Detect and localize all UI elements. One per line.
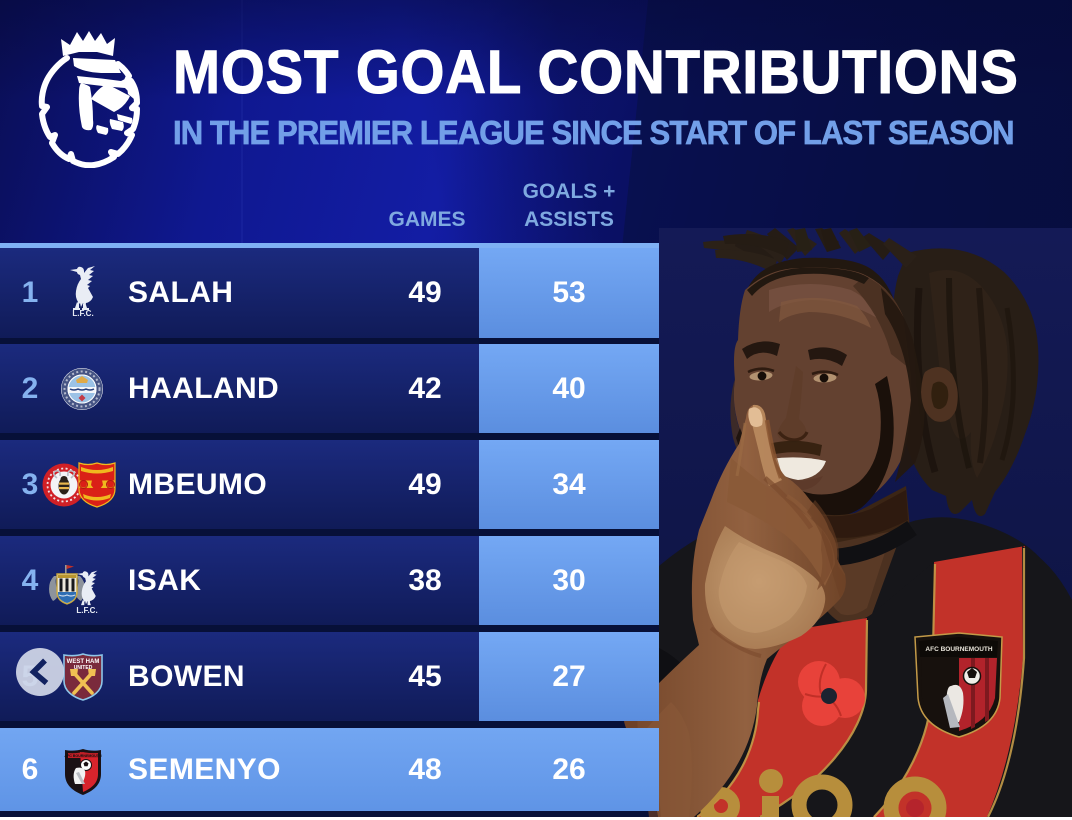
svg-text:AFC BOURNEMOUTH: AFC BOURNEMOUTH <box>925 646 992 653</box>
svg-text:UNITED: UNITED <box>74 665 93 671</box>
svg-text:L.F.C.: L.F.C. <box>72 309 93 316</box>
svg-text:L.F.C.: L.F.C. <box>76 606 97 615</box>
svg-text:AFC BOURNEMOUTH: AFC BOURNEMOUTH <box>64 754 102 758</box>
svg-text:WEST HAM: WEST HAM <box>67 659 100 665</box>
